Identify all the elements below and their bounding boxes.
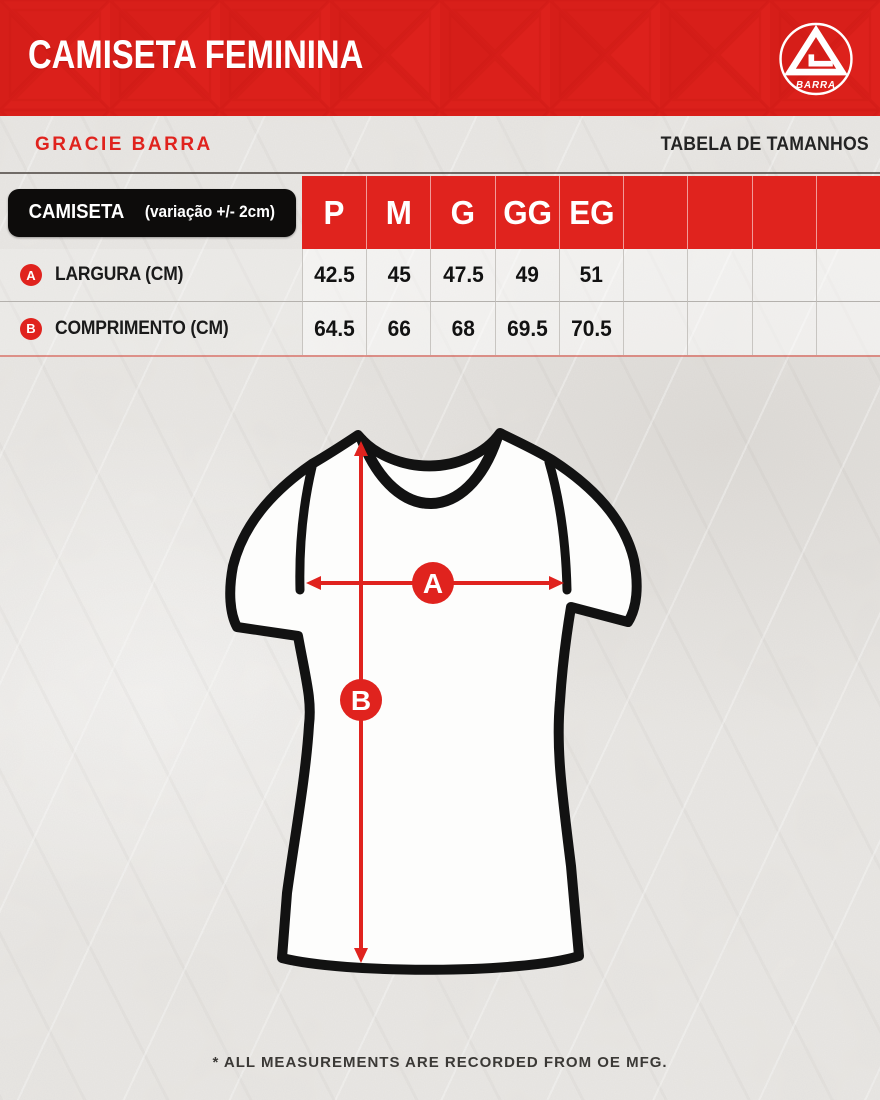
value-cell-empty	[751, 302, 816, 355]
product-pill: CAMISETA (variação +/- 2cm)	[8, 188, 296, 237]
variation-note: (variação +/- 2cm)	[144, 203, 275, 221]
table-product-cell: CAMISETA (variação +/- 2cm)	[0, 176, 302, 249]
row-marker-b: B	[20, 317, 42, 340]
size-table: CAMISETA (variação +/- 2cm) P M G GG EG …	[0, 176, 880, 357]
footnote: * ALL MEASUREMENTS ARE RECORDED FROM OE …	[212, 1054, 668, 1071]
gracie-barra-logo-icon: BARRA	[779, 22, 853, 96]
value-cell: 69.5	[494, 302, 559, 355]
value-cell: 45	[366, 249, 431, 302]
value-cell: 51	[558, 249, 624, 302]
row-label-cell: A LARGURA (CM)	[0, 249, 302, 302]
row-label-comprimento: COMPRIMENTO (CM)	[55, 317, 229, 339]
value-cell-empty	[751, 249, 816, 302]
tshirt-outline	[225, 428, 642, 975]
tshirt-diagram: A B	[225, 428, 642, 975]
size-column-header-p: P	[302, 176, 367, 249]
subheader-bar: GRACIE BARRA TABELA DE TAMANHOS	[0, 116, 880, 174]
logo-barra-text: BARRA	[796, 80, 836, 91]
product-name: CAMISETA	[28, 201, 124, 223]
value-cell-empty	[815, 249, 880, 302]
page-title: CAMISETA FEMININA	[28, 33, 364, 77]
row-label-cell: B COMPRIMENTO (CM)	[0, 302, 302, 355]
value-cell-empty	[623, 249, 688, 302]
value-cell: 66	[366, 302, 431, 355]
brand-wordmark: GRACIE BARRA	[35, 134, 213, 155]
size-chart-label: TABELA DE TAMANHOS	[660, 134, 869, 155]
value-cell: 49	[494, 249, 559, 302]
value-cell: 42.5	[302, 249, 367, 302]
header-banner: CAMISETA FEMININA BARRA	[0, 0, 880, 116]
size-column-header-eg: EG	[558, 176, 624, 249]
size-column-header-empty-3	[751, 176, 816, 249]
banner-triangle-pattern	[0, 0, 880, 116]
size-column-header-empty-4	[815, 176, 880, 249]
row-label-largura: LARGURA (CM)	[55, 264, 184, 285]
value-cell-empty	[623, 302, 688, 355]
size-column-header-empty-2	[687, 176, 752, 249]
value-cell: 47.5	[430, 249, 495, 302]
value-cell-empty	[687, 249, 752, 302]
value-cell-empty	[687, 302, 752, 355]
size-column-header-gg: GG	[494, 176, 559, 249]
size-column-header-m: M	[366, 176, 431, 249]
value-cell: 68	[430, 302, 495, 355]
row-marker-a: A	[20, 264, 42, 286]
value-cell: 70.5	[558, 302, 624, 355]
value-cell-empty	[815, 302, 880, 355]
size-column-header-g: G	[430, 176, 495, 249]
value-cell: 64.5	[302, 302, 367, 355]
measure-label-b: B	[351, 685, 371, 716]
size-column-header-empty-1	[623, 176, 688, 249]
measure-label-a: A	[423, 568, 443, 599]
